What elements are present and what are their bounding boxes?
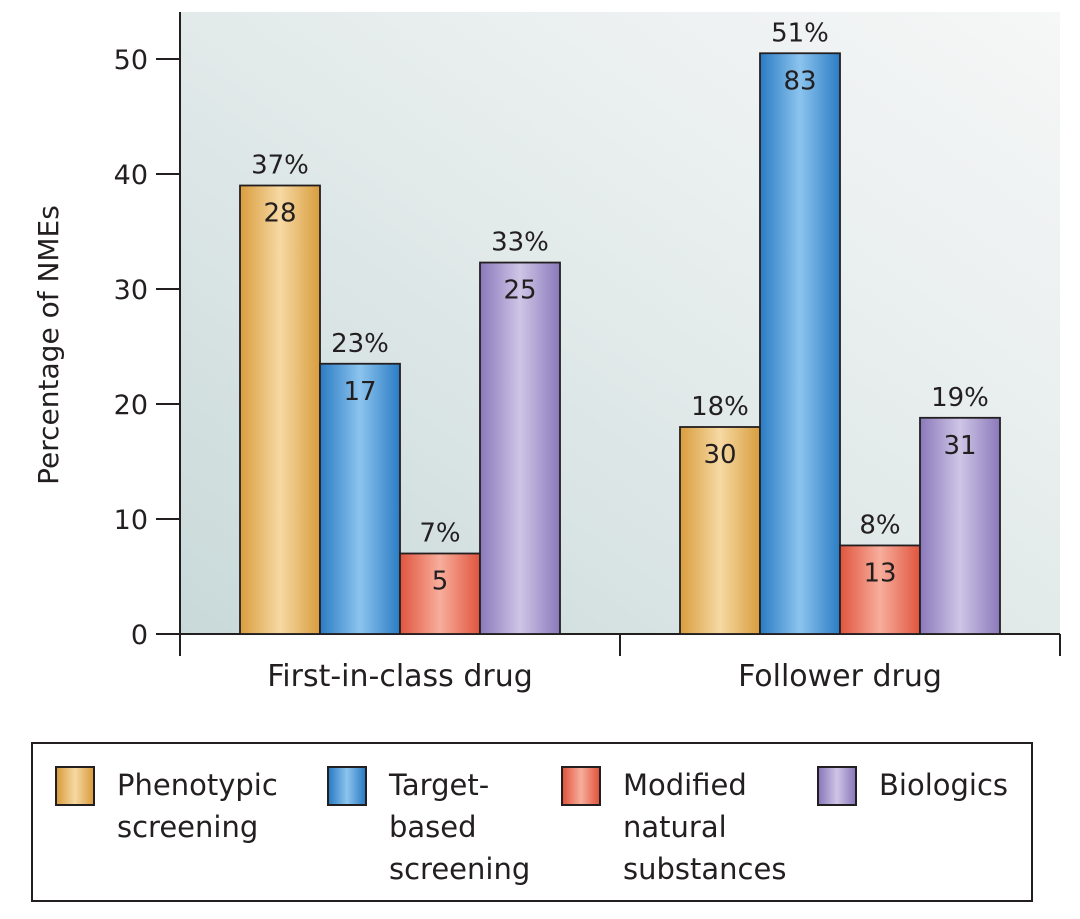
y-axis-label: Percentage of NMEs bbox=[32, 205, 65, 485]
y-tick-label: 0 bbox=[131, 620, 148, 651]
y-tick-label: 10 bbox=[114, 505, 148, 536]
bar-count-label: 17 bbox=[343, 377, 376, 407]
legend-swatch-target-based bbox=[327, 766, 367, 806]
legend-item-biologics: Biologics bbox=[817, 764, 1008, 806]
y-tick-label: 50 bbox=[114, 45, 148, 76]
legend-item-target-based: Target- based screening bbox=[327, 764, 530, 890]
bar-chart: 0 10 20 30 40 50 First-in-class drug Follower d… bbox=[32, 12, 1061, 694]
bar-percent-label: 18% bbox=[691, 392, 749, 422]
bar-count-label: 83 bbox=[783, 66, 816, 96]
bars-group bbox=[239, 52, 1001, 635]
bar bbox=[679, 426, 761, 635]
bar-percent-label: 7% bbox=[419, 519, 460, 549]
bar bbox=[399, 552, 481, 635]
legend: Phenotypic screening Target- based scree… bbox=[31, 742, 1033, 902]
legend-item-modified-natural: Modified natural substances bbox=[561, 764, 786, 890]
bar-count-label: 31 bbox=[943, 431, 976, 461]
legend-item-phenotypic: Phenotypic screening bbox=[55, 764, 278, 848]
y-tick-label: 20 bbox=[114, 390, 148, 421]
bar bbox=[919, 416, 1001, 635]
x-category-label: First-in-class drug bbox=[267, 659, 533, 694]
x-category-label: Follower drug bbox=[738, 659, 942, 694]
bar bbox=[479, 261, 561, 635]
axes: 0 10 20 30 40 50 First-in-class drug Follower d… bbox=[114, 12, 1061, 694]
bar-percent-label: 19% bbox=[931, 383, 989, 413]
legend-swatch-biologics bbox=[817, 766, 857, 806]
legend-swatch-modified-natural bbox=[561, 766, 601, 806]
legend-label-phenotypic: Phenotypic screening bbox=[117, 768, 278, 844]
bar bbox=[759, 52, 841, 635]
bar-percent-label: 37% bbox=[251, 151, 309, 181]
bar bbox=[239, 184, 321, 635]
bar-count-label: 30 bbox=[703, 440, 736, 470]
bar bbox=[319, 362, 401, 635]
bar-count-label: 5 bbox=[432, 567, 449, 597]
legend-swatch-phenotypic bbox=[55, 766, 95, 806]
bar-count-label: 25 bbox=[503, 276, 536, 306]
data-labels-group: 37% 28 23% 17 7% 5 33% 25 18% 30 51% 83 8% 13 19% 31 bbox=[251, 18, 989, 596]
y-tick-label: 40 bbox=[114, 160, 148, 191]
bar-percent-label: 51% bbox=[771, 18, 829, 48]
bar bbox=[839, 544, 921, 635]
bar-count-label: 28 bbox=[263, 199, 296, 229]
bar-count-label: 13 bbox=[863, 558, 896, 588]
legend-label-modified-natural: Modified natural substances bbox=[623, 768, 787, 886]
bar-percent-label: 8% bbox=[859, 510, 900, 540]
y-tick-label: 30 bbox=[114, 275, 148, 306]
legend-label-biologics: Biologics bbox=[879, 768, 1009, 802]
legend-label-target-based: Target- based screening bbox=[389, 768, 531, 886]
bar-percent-label: 23% bbox=[331, 329, 389, 359]
bar-percent-label: 33% bbox=[491, 228, 549, 258]
